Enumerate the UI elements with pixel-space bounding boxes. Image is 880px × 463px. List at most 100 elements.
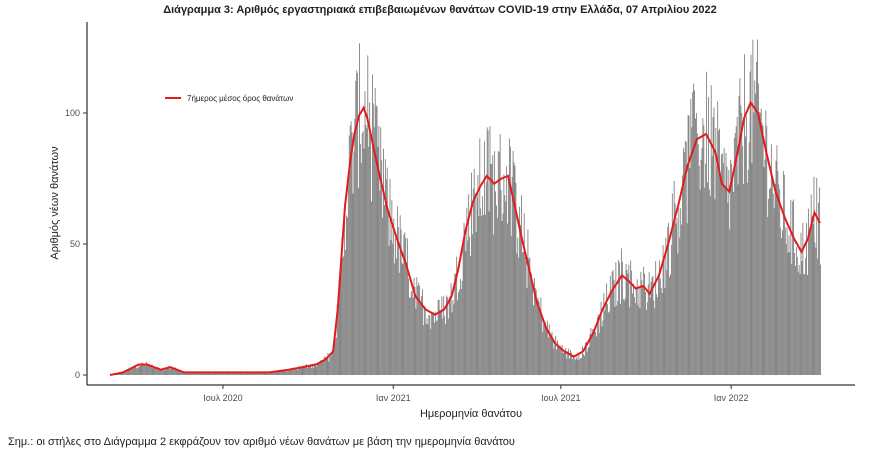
daily-bar (151, 364, 153, 375)
daily-bar (807, 208, 809, 375)
daily-bar (142, 363, 144, 375)
daily-bar (191, 371, 193, 375)
daily-bar (400, 229, 402, 375)
daily-bar (384, 159, 386, 375)
daily-bar (452, 299, 454, 375)
daily-bar (501, 220, 503, 375)
daily-bar (163, 367, 165, 375)
daily-bar (541, 316, 543, 375)
daily-bar (410, 291, 412, 375)
daily-bar (790, 199, 792, 375)
daily-bar (221, 371, 222, 375)
daily-bar (498, 152, 500, 375)
daily-bar (160, 370, 162, 375)
daily-bar (673, 180, 675, 375)
daily-bar (434, 311, 436, 375)
daily-bar (137, 367, 139, 375)
daily-bar (655, 261, 657, 375)
daily-bar (648, 272, 650, 375)
daily-bar (396, 206, 398, 375)
daily-bar (721, 153, 723, 375)
daily-bar (234, 372, 235, 375)
daily-bar (613, 279, 615, 375)
daily-bar (133, 366, 135, 375)
daily-bar (493, 234, 495, 375)
daily-bar (658, 274, 659, 375)
daily-bar (176, 368, 178, 375)
daily-bar (807, 274, 808, 375)
daily-bar (554, 344, 556, 375)
daily-bar (383, 148, 384, 375)
legend: 7ήμερος μέσος όρος θανάτων (165, 94, 293, 103)
daily-bar (632, 293, 633, 375)
daily-bar (625, 263, 627, 375)
daily-bar (418, 282, 420, 375)
daily-bar (539, 311, 541, 375)
daily-bar (530, 271, 532, 375)
daily-bar (336, 305, 338, 375)
daily-bar (794, 252, 795, 375)
daily-bar (545, 322, 546, 375)
daily-bar (772, 193, 774, 375)
daily-bar (717, 101, 719, 375)
daily-bar (801, 261, 803, 375)
daily-bar (598, 333, 600, 375)
daily-bar (122, 372, 124, 375)
daily-bar (725, 153, 727, 375)
daily-bar (784, 227, 786, 375)
daily-bar (789, 252, 791, 375)
daily-bar (562, 352, 564, 375)
daily-bar (538, 301, 540, 375)
daily-bar (333, 346, 334, 375)
daily-bar (259, 372, 261, 375)
daily-bar (447, 318, 449, 375)
daily-bar (549, 333, 551, 375)
daily-bar (342, 257, 344, 375)
daily-bar (707, 182, 708, 375)
daily-bar (381, 160, 383, 375)
chart-title: Διάγραμμα 3: Αριθμός εργαστηριακά επιβεβ… (163, 4, 717, 16)
daily-bar (775, 160, 777, 375)
daily-bar (396, 258, 397, 375)
daily-bar (409, 297, 411, 375)
daily-bar (284, 370, 285, 375)
daily-bar (663, 256, 665, 375)
daily-bar (239, 372, 241, 375)
daily-bar (506, 166, 508, 375)
daily-bar (804, 274, 806, 375)
daily-bar (249, 371, 251, 375)
daily-bar (670, 274, 671, 375)
daily-bar (684, 141, 686, 375)
daily-bar (565, 348, 567, 375)
daily-bar (523, 213, 525, 375)
daily-bar (521, 252, 523, 375)
daily-bar (479, 138, 481, 375)
daily-bar (806, 223, 807, 375)
daily-bar (442, 318, 444, 375)
daily-bar (672, 227, 674, 375)
daily-bar (654, 308, 656, 375)
daily-bar (193, 372, 195, 375)
daily-bar (570, 349, 571, 375)
daily-bar (697, 144, 699, 375)
daily-bar (229, 372, 231, 375)
daily-bar (711, 156, 713, 375)
daily-bar (570, 352, 572, 375)
y-tick-label: 100 (65, 108, 80, 118)
daily-bar (398, 272, 400, 375)
daily-bar (527, 229, 529, 375)
daily-bar (586, 351, 588, 375)
daily-bar (488, 211, 490, 375)
daily-bar (291, 368, 293, 375)
daily-bar (556, 349, 558, 375)
daily-bar (463, 222, 465, 375)
daily-bar (389, 179, 391, 375)
daily-bar (212, 371, 214, 375)
daily-bar (722, 163, 724, 375)
daily-bar (602, 320, 604, 375)
daily-bar (406, 262, 408, 375)
daily-bar (257, 372, 259, 375)
daily-bar (619, 262, 621, 375)
daily-bar (301, 367, 303, 375)
daily-bar (818, 202, 820, 375)
